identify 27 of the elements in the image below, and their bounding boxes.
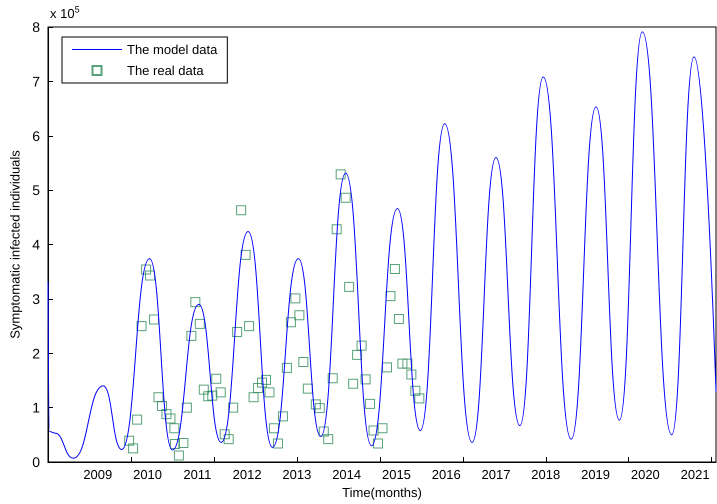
y-tick-label: 7 — [32, 73, 40, 90]
x-tick-label: 2015 — [382, 467, 411, 482]
y-tick-label: 0 — [32, 454, 40, 470]
y-axis-title: Symptomatic infected individuals — [7, 150, 22, 339]
x-tick-label: 2009 — [83, 467, 112, 482]
y-tick-label: 3 — [32, 290, 40, 307]
x-tick-label: 2012 — [232, 467, 262, 482]
x-tick-label: 2014 — [332, 467, 362, 482]
legend-label: The model data — [127, 42, 218, 57]
x-tick-label: 2017 — [482, 467, 510, 482]
y-tick-label: 1 — [32, 400, 40, 416]
x-tick-label: 2011 — [183, 467, 212, 482]
y-tick-label: 8 — [32, 19, 40, 35]
y-tick-label: 4 — [32, 236, 40, 252]
y-tick-label: 6 — [32, 128, 40, 144]
y-tick-label: 2 — [32, 345, 40, 362]
line-series — [48, 31, 716, 459]
x-tick-label: 2010 — [133, 467, 162, 482]
x-tick-label: 2013 — [282, 467, 312, 482]
x-tick-label: 2020 — [630, 467, 660, 482]
x-tick-label: 2018 — [531, 467, 560, 482]
y-tick-label: 5 — [32, 182, 40, 198]
x-tick-label: 2021 — [680, 467, 710, 482]
x-tick-label: 2019 — [581, 467, 610, 482]
legend-label: The real data — [127, 63, 204, 78]
x-tick-label: 2016 — [432, 467, 461, 482]
x-axis-title: Time(months) — [342, 485, 422, 500]
